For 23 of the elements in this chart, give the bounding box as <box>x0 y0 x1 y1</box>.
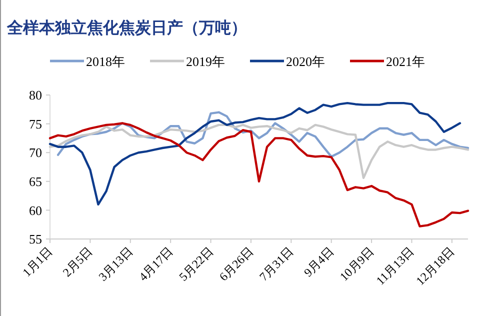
y-tick-label: 60 <box>29 202 42 218</box>
legend-label: 2020年 <box>286 54 325 69</box>
line-series <box>48 122 470 228</box>
legend-label: 2021年 <box>386 54 425 69</box>
line-series <box>48 102 462 206</box>
x-tick-label: 6月26日 <box>216 244 256 284</box>
legend-label: 2019年 <box>186 54 225 69</box>
legend-label: 2018年 <box>86 54 125 69</box>
y-tick-label: 75 <box>29 116 42 132</box>
x-tick-label: 1月1日 <box>20 244 56 280</box>
y-tick-label: 70 <box>29 145 42 160</box>
chart-title: 全样本独立焦化焦炭日产（万吨） <box>6 18 247 37</box>
y-tick-label: 55 <box>29 232 42 247</box>
x-tick-label: 2月5日 <box>60 244 96 280</box>
x-tick-label: 4月17日 <box>136 244 176 284</box>
x-tick-label: 5月22日 <box>176 244 216 284</box>
line-series <box>56 111 470 158</box>
x-tick-label: 9月4日 <box>301 244 336 280</box>
y-tick-label: 65 <box>29 174 42 189</box>
x-tick-label: 3月13日 <box>96 244 136 284</box>
line-series <box>48 124 470 180</box>
x-tick-label: 7月31日 <box>256 244 296 284</box>
y-tick-label: 80 <box>29 88 42 103</box>
